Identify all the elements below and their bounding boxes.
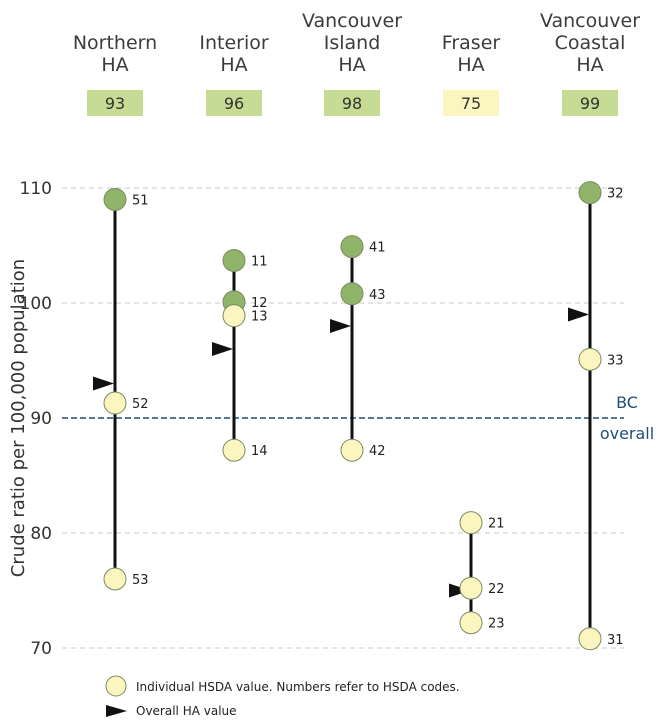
ha-name-line: Fraser [442, 32, 501, 54]
y-tick-label: 100 [20, 294, 52, 314]
hsda-point [222, 438, 246, 462]
hsda-point [340, 282, 364, 306]
hsda-code-label: 53 [132, 573, 149, 588]
ha-value-text: 96 [224, 94, 244, 113]
ha-overall-marker [568, 307, 589, 322]
y-tick-label: 80 [30, 524, 52, 544]
hsda-code-label: 21 [488, 517, 505, 532]
hsda-code-label: 22 [488, 582, 505, 597]
legend-marker-label: Overall HA value [136, 704, 237, 718]
legend-point-label: Individual HSDA value. Numbers refer to … [136, 680, 460, 694]
ha-value-text: 98 [342, 94, 362, 113]
hsda-code-label: 43 [369, 288, 386, 303]
ha-value-box [87, 90, 143, 116]
hsda-point [222, 248, 246, 272]
ha-name-line: HA [101, 54, 128, 76]
ha-overall-marker [330, 319, 351, 333]
ha-name-line: HA [220, 54, 247, 76]
hsda-code-label: 32 [607, 187, 624, 202]
hsda-point [340, 235, 364, 259]
hsda-code-label: 23 [488, 617, 505, 632]
hsda-code-label: 13 [251, 310, 268, 325]
hsda-code-label: 31 [607, 633, 624, 648]
y-tick-label: 110 [20, 179, 52, 199]
ha-value-box [206, 90, 262, 116]
hsda-point [459, 511, 483, 535]
reference-label-line1: BC [616, 393, 638, 412]
reference-label-line2: overall [600, 424, 654, 443]
ha-name-line: HA [576, 54, 603, 76]
legend-marker-swatch [106, 705, 127, 717]
hsda-point [222, 304, 246, 328]
ha-name-line: Coastal [555, 32, 626, 54]
hsda-point [340, 438, 364, 462]
ha-name-line: HA [338, 54, 365, 76]
ha-overall-marker [93, 376, 114, 391]
legend-point-swatch [105, 675, 127, 697]
hsda-point [578, 347, 602, 371]
ha-name-line: Interior [199, 32, 268, 54]
hsda-code-label: 33 [607, 353, 624, 368]
ha-name-line: Island [324, 32, 381, 54]
hsda-point [459, 576, 483, 600]
ha-overall-marker [212, 342, 233, 356]
hsda-point [578, 627, 602, 651]
hsda-point [103, 188, 127, 211]
hsda-code-label: 14 [251, 444, 268, 459]
ha-name-line: Vancouver [302, 10, 402, 32]
hsda-code-label: 42 [369, 444, 386, 459]
hsda-code-label: 11 [251, 254, 268, 269]
hsda-point [103, 391, 127, 415]
y-tick-label: 90 [30, 409, 52, 429]
hsda-code-label: 51 [132, 194, 149, 209]
hsda-code-label: 41 [369, 241, 386, 256]
ha-value-box [443, 90, 499, 116]
ha-overall-marker [449, 583, 470, 598]
hsda-point [578, 181, 602, 205]
ha-value-text: 99 [580, 94, 600, 113]
y-axis-label: Crude ratio per 100,000 population [8, 259, 29, 577]
ha-name-line: HA [457, 54, 484, 76]
ha-value-text: 75 [461, 94, 481, 113]
hsda-point [103, 567, 127, 591]
ha-value-box [324, 90, 380, 116]
hsda-point [459, 611, 483, 635]
ha-name-line: Northern [73, 32, 157, 54]
ha-value-box [562, 90, 618, 116]
hsda-code-label: 12 [251, 296, 268, 311]
y-tick-label: 70 [30, 639, 52, 659]
ha-name-line: Vancouver [540, 10, 640, 32]
hsda-code-label: 52 [132, 397, 149, 412]
ha-value-text: 93 [105, 94, 125, 113]
